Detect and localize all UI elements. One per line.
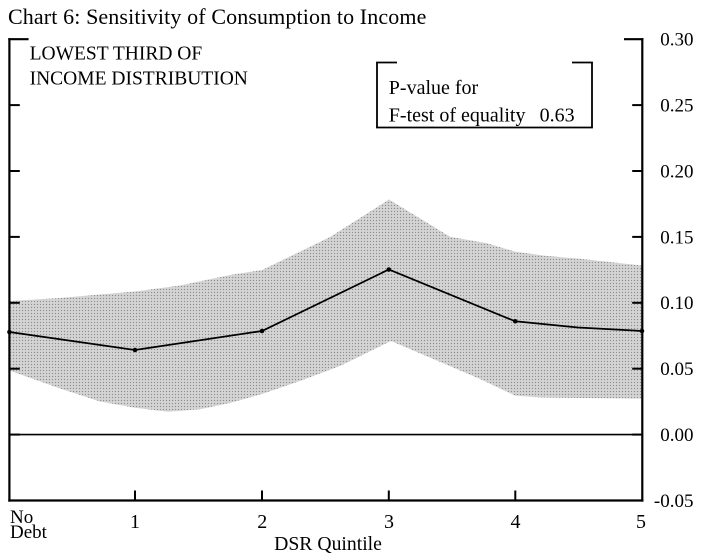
svg-text:1: 1	[130, 511, 140, 533]
svg-text:LOWEST THIRD OF: LOWEST THIRD OF	[30, 44, 203, 65]
svg-text:5: 5	[636, 511, 646, 533]
svg-text:0.25: 0.25	[660, 96, 693, 117]
svg-text:0.15: 0.15	[660, 227, 693, 248]
svg-text:F-test of equality: F-test of equality	[389, 105, 526, 127]
svg-text:4: 4	[511, 511, 521, 533]
svg-text:Chart 6: Sensitivity of Consum: Chart 6: Sensitivity of Consumption to I…	[8, 4, 427, 29]
svg-text:0.63: 0.63	[540, 105, 575, 127]
svg-text:DSR Quintile: DSR Quintile	[274, 533, 382, 555]
svg-text:Debt: Debt	[10, 522, 48, 543]
svg-text:-0.05: -0.05	[654, 491, 694, 512]
svg-text:0.10: 0.10	[660, 293, 693, 314]
svg-text:0.20: 0.20	[660, 161, 693, 182]
svg-text:No: No	[10, 507, 33, 528]
svg-text:0.30: 0.30	[660, 30, 693, 51]
svg-text:INCOME DISTRIBUTION: INCOME DISTRIBUTION	[30, 68, 248, 89]
svg-text:0.05: 0.05	[660, 359, 693, 380]
svg-text:2: 2	[257, 511, 267, 533]
svg-text:P-value for: P-value for	[389, 77, 479, 99]
svg-text:3: 3	[384, 511, 394, 533]
svg-text:0.00: 0.00	[660, 425, 693, 446]
